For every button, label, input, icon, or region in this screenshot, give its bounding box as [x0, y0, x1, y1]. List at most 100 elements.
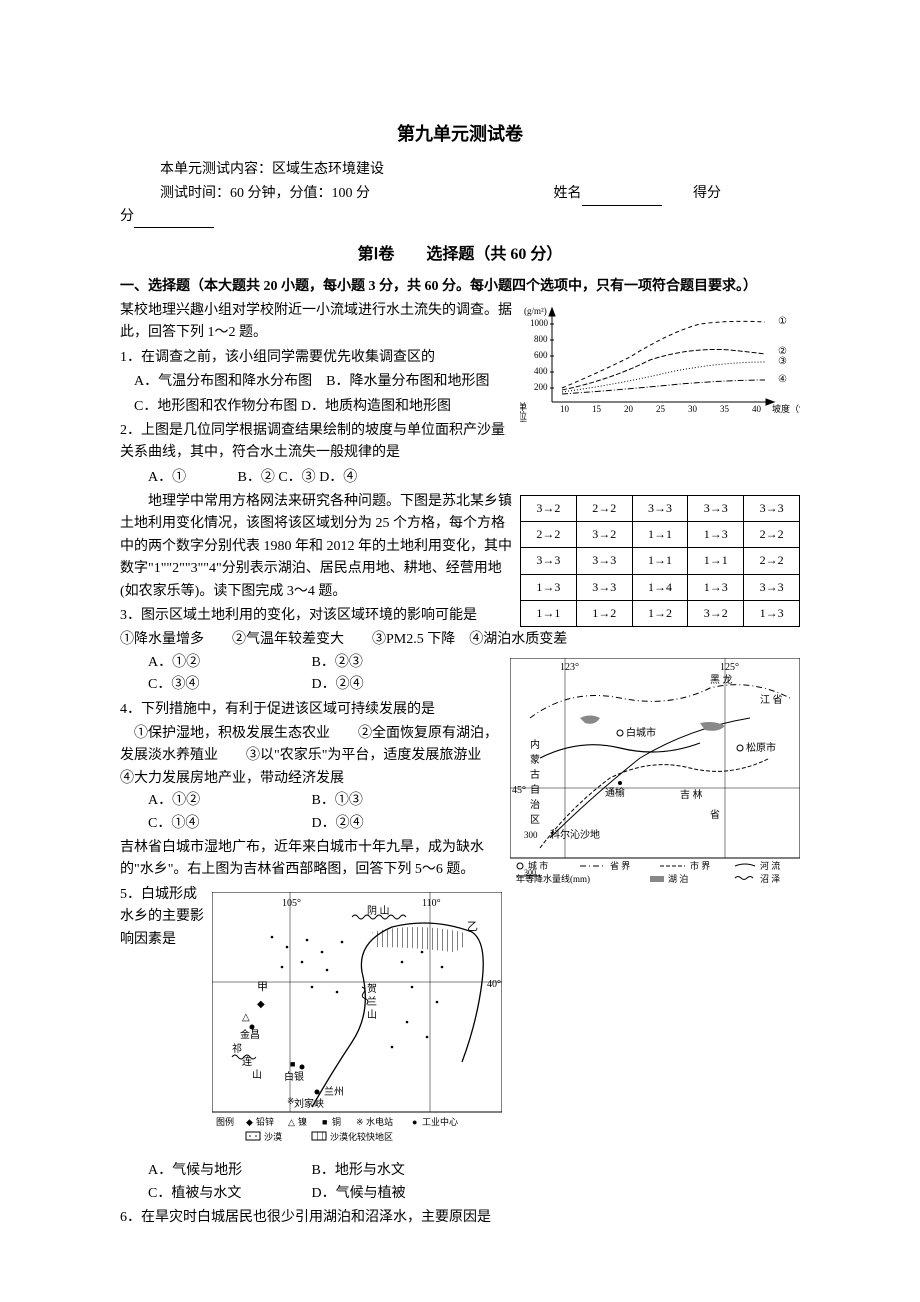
grid-cell: 1→2: [576, 600, 632, 626]
svg-text:125°: 125°: [720, 662, 739, 673]
grid-cell: 2→2: [576, 496, 632, 522]
svg-text:铜: 铜: [332, 1116, 341, 1127]
q5-opt-b: B．地形与水文: [312, 1160, 472, 1182]
chart-x-label: 坡度（°）: [772, 403, 800, 414]
svg-text:山: 山: [252, 1069, 262, 1081]
score-line2: 分: [120, 206, 800, 228]
svg-text:古: 古: [530, 768, 540, 781]
grid-cell: 1→3: [688, 574, 744, 600]
svg-text:区: 区: [530, 814, 540, 826]
svg-text:水电站: 水电站: [366, 1116, 393, 1127]
svg-text:△: △: [288, 1117, 295, 1127]
grid-cell: 3→2: [688, 600, 744, 626]
svg-text:镍: 镍: [298, 1116, 307, 1127]
svg-text:连: 连: [242, 1055, 252, 1068]
svg-text:■: ■: [290, 1059, 295, 1069]
grid-cell: 1→3: [744, 600, 800, 626]
svg-text:铅锌: 铅锌: [256, 1116, 274, 1127]
svg-text:山: 山: [367, 1009, 377, 1021]
q1-opt-b: B．降水量分布图和地形图: [326, 374, 489, 389]
svg-text:江 省: 江 省: [760, 693, 783, 706]
svg-text:25: 25: [656, 404, 666, 414]
score-label: 得分: [693, 186, 721, 201]
grid-cell: 3→3: [576, 548, 632, 574]
name-blank[interactable]: [582, 192, 662, 206]
score-blank[interactable]: [134, 214, 214, 228]
svg-text:15: 15: [592, 404, 602, 414]
svg-text:◆: ◆: [257, 999, 265, 1010]
svg-text:省 界: 省 界: [610, 860, 630, 871]
exam-time-line: 测试时间：60 分钟，分值：100 分 姓名 得分: [160, 183, 721, 205]
svg-text:市 界: 市 界: [690, 860, 710, 871]
q5-opt-c: C．植被与水文: [148, 1183, 308, 1205]
svg-text:10: 10: [560, 404, 570, 414]
svg-text:贺: 贺: [367, 983, 377, 995]
grid-cell: 1→3: [521, 574, 577, 600]
q1-opt-c: C．地形图和农作物分布图: [134, 399, 297, 414]
svg-text:200: 200: [534, 382, 548, 392]
svg-text:沙漠化较快地区: 沙漠化较快地区: [330, 1131, 393, 1142]
q3-opt-d: D．②④: [312, 674, 472, 696]
svg-text:白银: 白银: [284, 1070, 304, 1083]
svg-text:松原市: 松原市: [746, 741, 776, 754]
q5-opt-a: A．气候与地形: [148, 1160, 308, 1182]
section-header: 第Ⅰ卷 选择题（共 60 分）: [120, 242, 800, 268]
q4-opt-a: A．①②: [148, 790, 308, 812]
svg-text:图例: 图例: [216, 1116, 234, 1127]
svg-text:祁: 祁: [232, 1042, 242, 1055]
q2-opt-b: B．②: [238, 470, 275, 485]
grid-cell: 1→1: [521, 600, 577, 626]
svg-text:20: 20: [624, 404, 634, 414]
grid-cell: 1→1: [632, 548, 688, 574]
jilin-map: 123° 125° 45° 300 黑 龙 江 省 白城市 松原市 通榆 吉 林…: [510, 658, 800, 896]
svg-text:400: 400: [534, 366, 548, 376]
q2-opt-a: A．①: [134, 467, 234, 489]
svg-text:300: 300: [524, 868, 536, 877]
chart-y-label: 单位面积产沙量: [520, 401, 527, 422]
grid-cell: 1→3: [688, 522, 744, 548]
grid-cell: 1→2: [632, 600, 688, 626]
grid-cell: 3→3: [576, 574, 632, 600]
q5-opt-d: D．气候与植被: [312, 1183, 472, 1205]
svg-text:自: 自: [530, 783, 540, 796]
q6-stem: 6．在旱灾时白城居民也很少引用湖泊和沼泽水，主要原因是: [120, 1207, 800, 1229]
svg-text:●: ●: [412, 1117, 417, 1127]
svg-text:兰: 兰: [367, 995, 377, 1008]
svg-text:湖 泊: 湖 泊: [668, 874, 688, 884]
svg-text:科尔沁沙地: 科尔沁沙地: [550, 828, 600, 841]
svg-text:阴 山: 阴 山: [367, 905, 390, 917]
svg-text:600: 600: [534, 350, 548, 360]
grid-cell: 3→2: [521, 496, 577, 522]
grid-cell: 3→3: [744, 574, 800, 600]
q4-opt-c: C．①④: [148, 813, 308, 835]
svg-text:105°: 105°: [282, 898, 301, 909]
grid-cell: 1→1: [688, 548, 744, 574]
svg-text:800: 800: [534, 334, 548, 344]
svg-text:治: 治: [530, 798, 540, 811]
svg-text:1000: 1000: [530, 318, 549, 328]
grid-cell: 1→1: [632, 522, 688, 548]
svg-text:白城市: 白城市: [626, 726, 656, 739]
grid-cell: 3→3: [521, 548, 577, 574]
exam-content-line: 本单元测试内容：区域生态环境建设: [160, 159, 800, 181]
svg-text:金昌: 金昌: [240, 1028, 260, 1041]
svg-text:■: ■: [322, 1117, 327, 1127]
svg-text:40: 40: [752, 404, 762, 414]
grid-cell: 3→3: [632, 496, 688, 522]
svg-text:40°: 40°: [487, 979, 501, 990]
svg-text:③: ③: [778, 356, 787, 367]
grid-cell: 1→4: [632, 574, 688, 600]
svg-text:吉 林: 吉 林: [680, 788, 703, 801]
svg-text:123°: 123°: [560, 662, 579, 673]
grid-cell: 2→2: [521, 522, 577, 548]
svg-text:30: 30: [688, 404, 698, 414]
grid-cell: 3→3: [744, 496, 800, 522]
svg-text:内: 内: [530, 738, 540, 751]
grid-cell: 3→3: [688, 496, 744, 522]
grid-cell: 2→2: [744, 522, 800, 548]
q3-opt-c: C．③④: [148, 674, 308, 696]
part-header: 一、选择题（本大题共 20 小题，每小题 3 分，共 60 分。每小题四个选项中…: [120, 276, 800, 298]
q4-opt-d: D．②④: [312, 813, 472, 835]
score-prefix: 分: [120, 209, 134, 224]
land-use-grid: 3→22→23→33→33→32→23→21→11→32→23→33→31→11…: [520, 495, 800, 627]
